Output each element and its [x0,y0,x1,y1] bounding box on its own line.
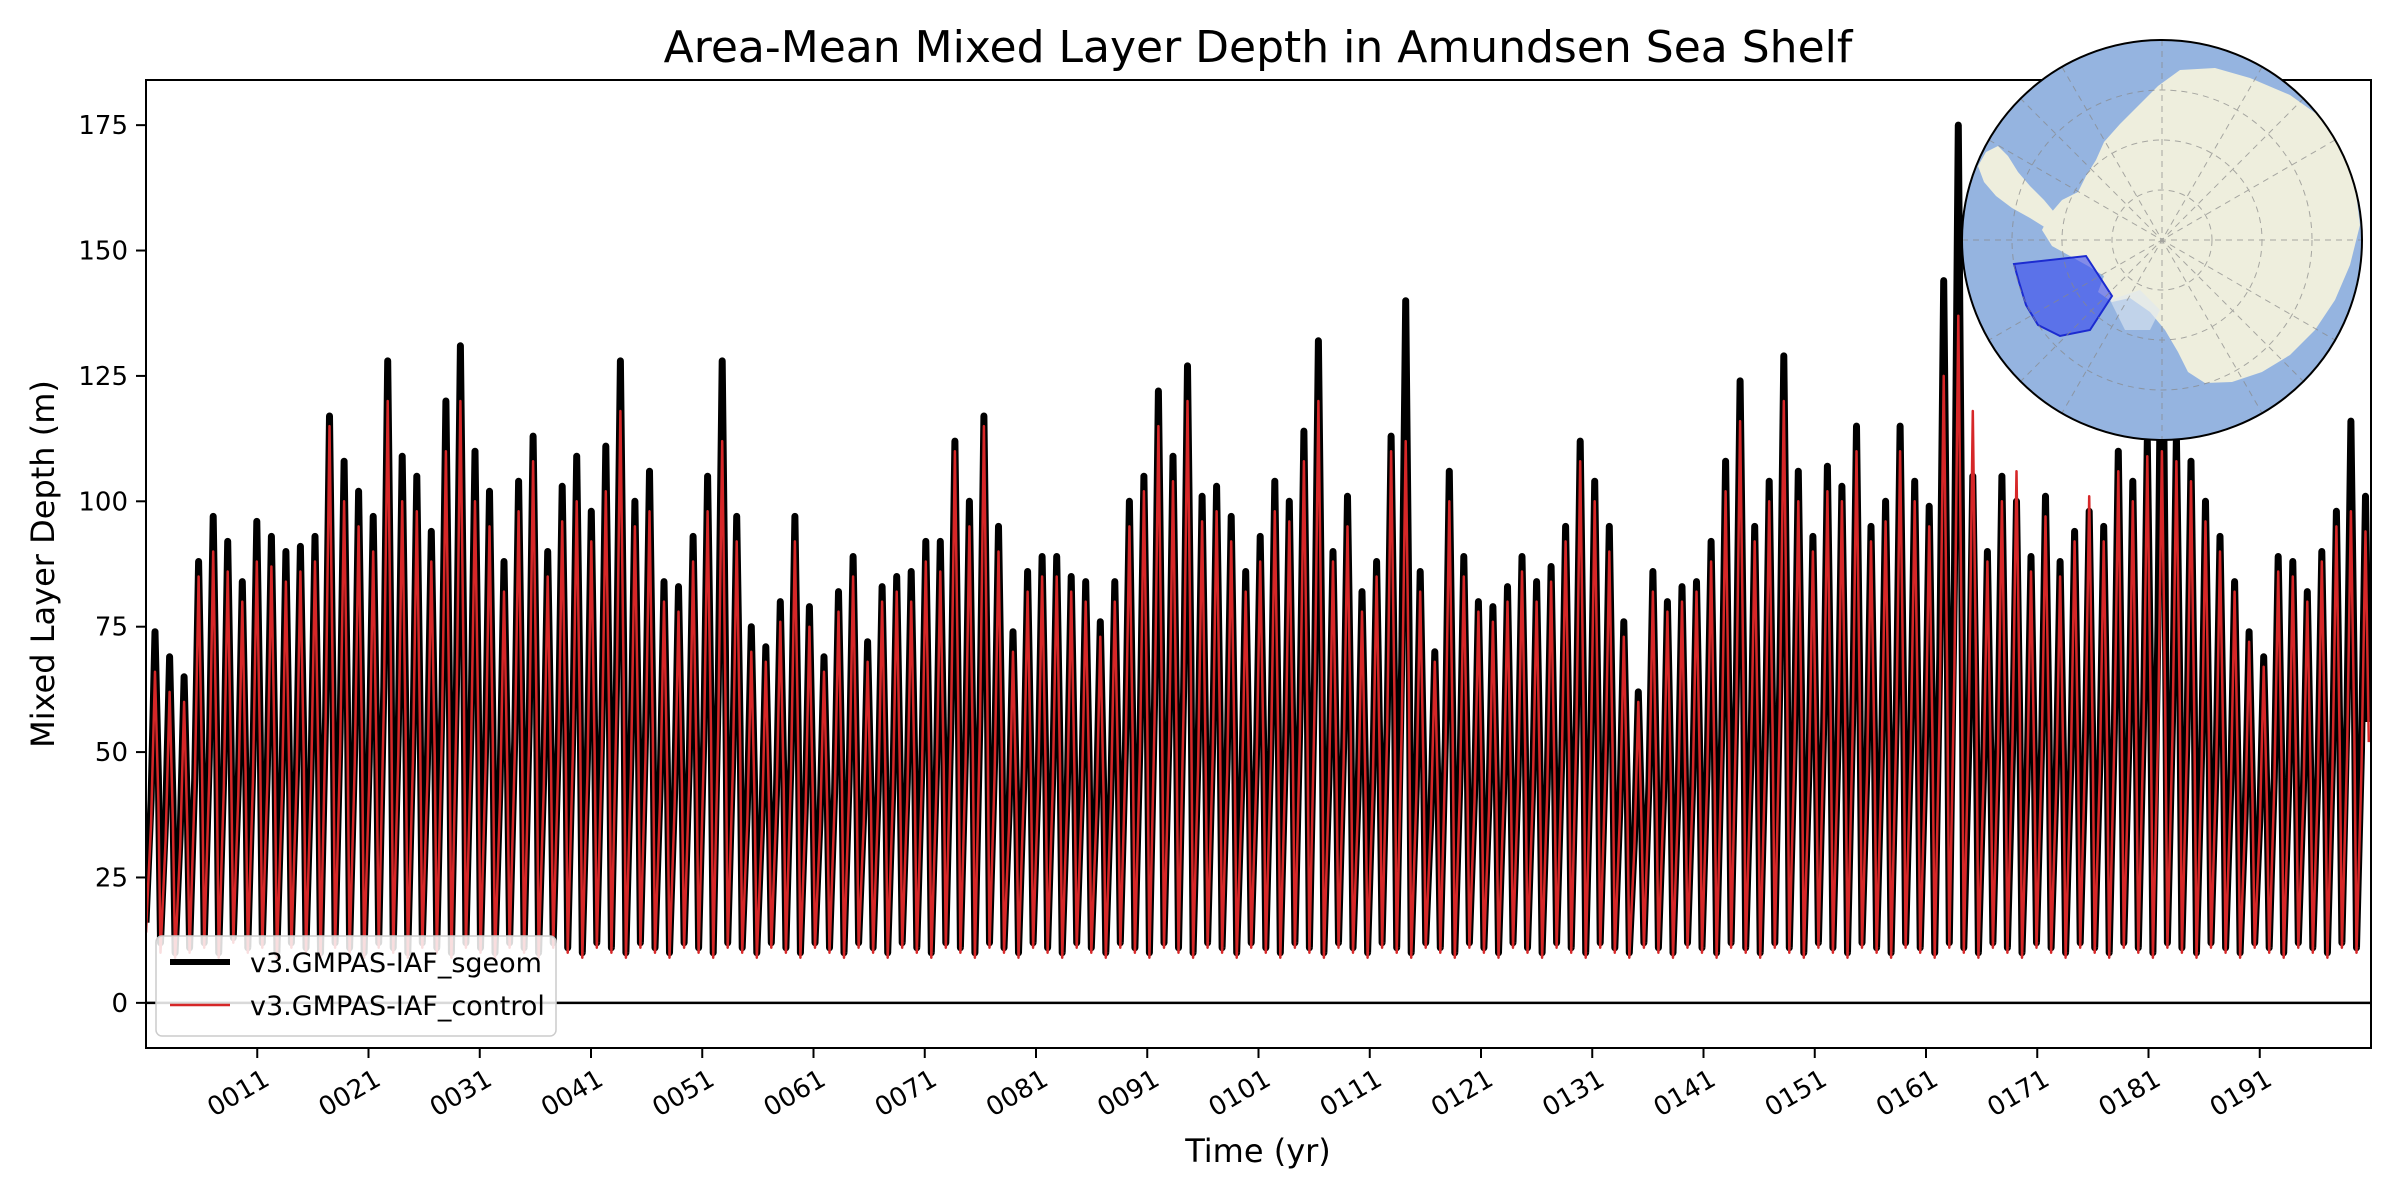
x-tick-label: 0111 [1315,1064,1387,1123]
map-antarctica [2042,68,2360,383]
legend-label-control: v3.GMPAS-IAF_control [250,991,545,1022]
x-tick-label: 0191 [2205,1064,2277,1123]
x-tick-label: 0011 [202,1064,274,1123]
y-tick-label: 50 [95,738,128,768]
y-tick-label: 75 [95,613,128,643]
x-axis-label: Time (yr) [1184,1132,1331,1170]
x-axis-ticks: 0011 0021 0031 0041 0051 0061 0071 0081 0091 0101… [202,1048,2277,1123]
inset-map [1961,39,2363,441]
y-tick-label: 175 [78,111,128,141]
x-tick-label: 0181 [2094,1064,2166,1123]
series-layer [146,121,2371,959]
map-ross-ice [2110,290,2160,330]
x-tick-label: 0161 [1871,1064,1943,1123]
map-amundsen-region [2012,254,2114,338]
y-axis-label: Mixed Layer Depth (m) [24,380,62,748]
legend: v3.GMPAS-IAF_sgeom v3.GMPAS-IAF_control [155,935,557,1037]
x-tick-label: 0051 [647,1064,719,1123]
x-tick-label: 0061 [759,1064,831,1123]
x-tick-label: 0081 [981,1064,1053,1123]
x-tick-label: 0041 [536,1064,608,1123]
map-gridlines [1962,40,2362,440]
x-tick-label: 0071 [870,1064,942,1123]
chart-title: Area-Mean Mixed Layer Depth in Amundsen … [664,22,1854,73]
legend-label-sgeom: v3.GMPAS-IAF_sgeom [250,948,542,979]
y-tick-label: 0 [111,989,128,1019]
map-peninsula [1978,146,2054,228]
x-tick-label: 0171 [1982,1064,2054,1123]
x-tick-label: 0031 [425,1064,497,1123]
x-tick-label: 0121 [1426,1064,1498,1123]
y-tick-label: 25 [95,863,128,893]
series-line-1 [146,314,2371,959]
map-border [1961,39,2363,441]
x-tick-label: 0131 [1537,1064,1609,1123]
y-axis-ticks: 0 25 50 75 100 125 150 175 [78,111,146,1019]
legend-box [155,935,557,1037]
x-tick-label: 0151 [1760,1064,1832,1123]
y-tick-label: 100 [78,487,128,517]
y-tick-label: 150 [78,237,128,267]
x-tick-label: 0091 [1092,1064,1164,1123]
x-tick-label: 0101 [1204,1064,1276,1123]
x-tick-label: 0141 [1649,1064,1721,1123]
y-tick-label: 125 [78,362,128,392]
x-tick-label: 0021 [314,1064,386,1123]
